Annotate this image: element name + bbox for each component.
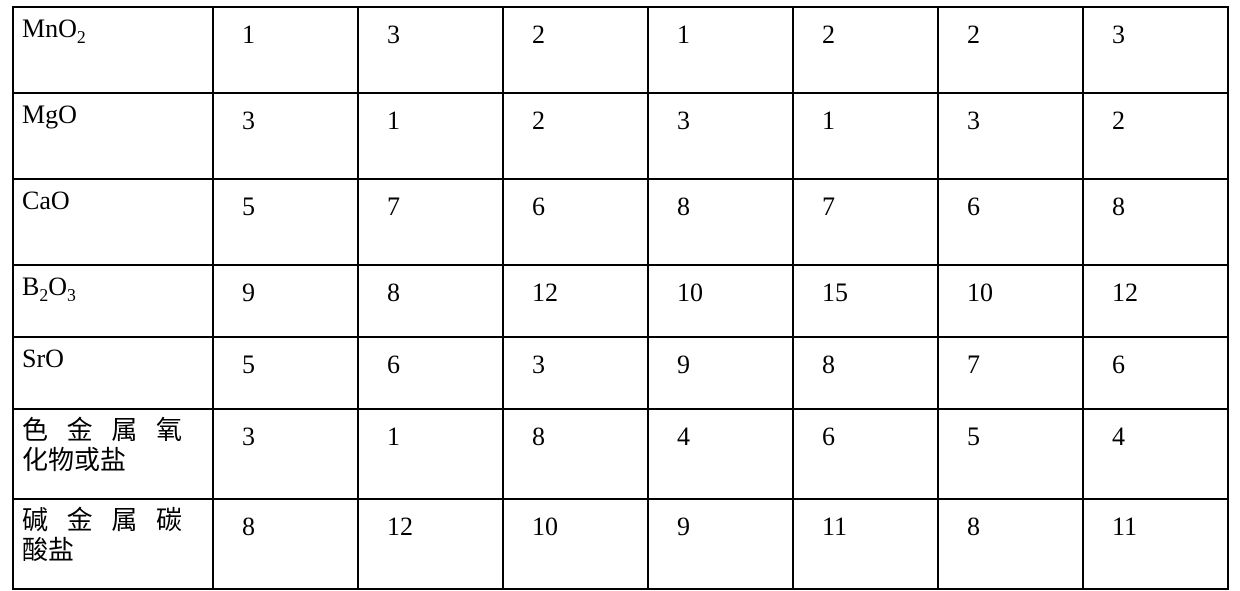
cell: 9 xyxy=(648,499,793,589)
row-label-b2o3: B2O3 xyxy=(13,265,213,337)
row-label-alkali-metal-carbonate: 碱金属碳 酸盐 xyxy=(13,499,213,589)
cell: 12 xyxy=(503,265,648,337)
cell: 7 xyxy=(793,179,938,265)
cell: 2 xyxy=(793,7,938,93)
cell: 8 xyxy=(648,179,793,265)
table-row: CaO 5 7 6 8 7 6 8 xyxy=(13,179,1228,265)
table-row: MnO2 1 3 2 1 2 2 3 xyxy=(13,7,1228,93)
table-row: SrO 5 6 3 9 8 7 6 xyxy=(13,337,1228,409)
cell: 6 xyxy=(793,409,938,499)
cell: 5 xyxy=(213,337,358,409)
cell: 8 xyxy=(213,499,358,589)
cell: 3 xyxy=(938,93,1083,179)
cell: 8 xyxy=(938,499,1083,589)
table-row: 碱金属碳 酸盐 8 12 10 9 11 8 11 xyxy=(13,499,1228,589)
cell: 2 xyxy=(503,93,648,179)
cell: 10 xyxy=(503,499,648,589)
cell: 8 xyxy=(358,265,503,337)
cell: 3 xyxy=(1083,7,1228,93)
cell: 1 xyxy=(358,93,503,179)
cell: 6 xyxy=(938,179,1083,265)
row-label-line2: 酸盐 xyxy=(22,536,208,566)
cell: 9 xyxy=(213,265,358,337)
table-body: MnO2 1 3 2 1 2 2 3 MgO 3 1 2 3 1 3 2 CaO… xyxy=(13,7,1228,589)
cell: 9 xyxy=(648,337,793,409)
cell: 6 xyxy=(1083,337,1228,409)
cell: 7 xyxy=(938,337,1083,409)
cell: 3 xyxy=(648,93,793,179)
cell: 3 xyxy=(503,337,648,409)
cell: 11 xyxy=(793,499,938,589)
row-label-mgo: MgO xyxy=(13,93,213,179)
cell: 10 xyxy=(938,265,1083,337)
table-row: MgO 3 1 2 3 1 3 2 xyxy=(13,93,1228,179)
cell: 8 xyxy=(793,337,938,409)
cell: 1 xyxy=(648,7,793,93)
page-root: { "table": { "background_color": "#fffff… xyxy=(0,6,1240,591)
cell: 2 xyxy=(1083,93,1228,179)
row-label-line1: 碱金属碳 xyxy=(22,506,182,536)
row-label-colored-metal-oxide-or-salt: 色金属氧 化物或盐 xyxy=(13,409,213,499)
cell: 15 xyxy=(793,265,938,337)
row-label-line1: 色金属氧 xyxy=(22,416,182,446)
cell: 6 xyxy=(503,179,648,265)
cell: 4 xyxy=(648,409,793,499)
cell: 1 xyxy=(213,7,358,93)
row-label-sro: SrO xyxy=(13,337,213,409)
cell: 1 xyxy=(793,93,938,179)
cell: 3 xyxy=(358,7,503,93)
table-row: B2O3 9 8 12 10 15 10 12 xyxy=(13,265,1228,337)
cell: 3 xyxy=(213,409,358,499)
cell: 12 xyxy=(1083,265,1228,337)
cell: 2 xyxy=(503,7,648,93)
row-label-mno2: MnO2 xyxy=(13,7,213,93)
cell: 4 xyxy=(1083,409,1228,499)
cell: 7 xyxy=(358,179,503,265)
table-row: 色金属氧 化物或盐 3 1 8 4 6 5 4 xyxy=(13,409,1228,499)
cell: 2 xyxy=(938,7,1083,93)
cell: 12 xyxy=(358,499,503,589)
cell: 11 xyxy=(1083,499,1228,589)
cell: 5 xyxy=(938,409,1083,499)
cell: 8 xyxy=(1083,179,1228,265)
cell: 6 xyxy=(358,337,503,409)
cell: 8 xyxy=(503,409,648,499)
row-label-line2: 化物或盐 xyxy=(22,446,208,476)
row-label-cao: CaO xyxy=(13,179,213,265)
cell: 3 xyxy=(213,93,358,179)
cell: 1 xyxy=(358,409,503,499)
cell: 10 xyxy=(648,265,793,337)
composition-table: MnO2 1 3 2 1 2 2 3 MgO 3 1 2 3 1 3 2 CaO… xyxy=(12,6,1229,590)
cell: 5 xyxy=(213,179,358,265)
